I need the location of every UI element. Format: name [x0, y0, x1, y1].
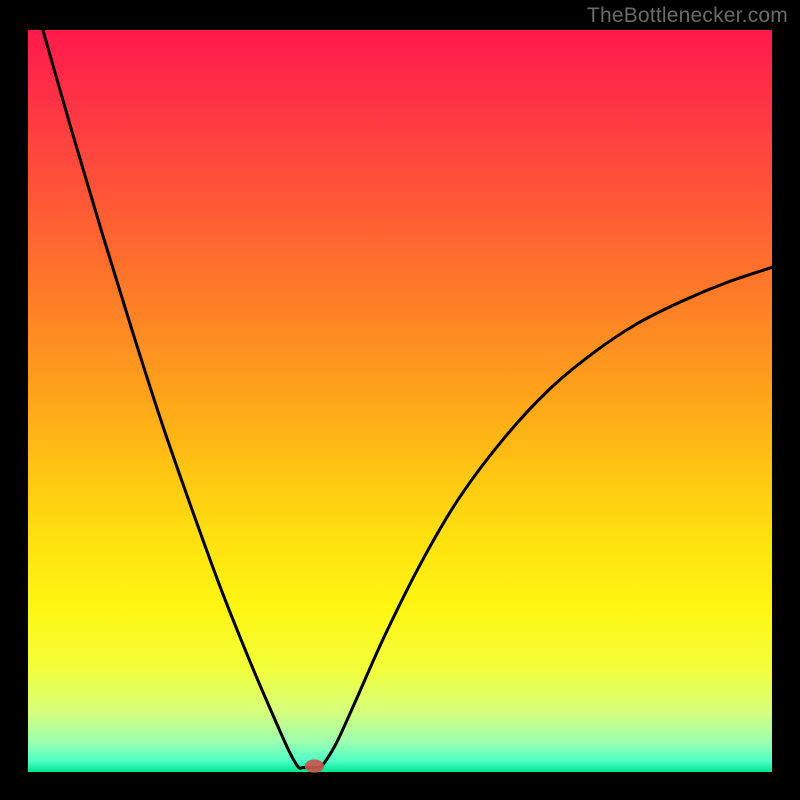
watermark-label: TheBottlenecker.com [587, 4, 788, 28]
plot-background [28, 30, 772, 772]
bottleneck-chart [0, 0, 800, 800]
chart-container: TheBottlenecker.com [0, 0, 800, 800]
optimal-point-marker [305, 759, 324, 772]
